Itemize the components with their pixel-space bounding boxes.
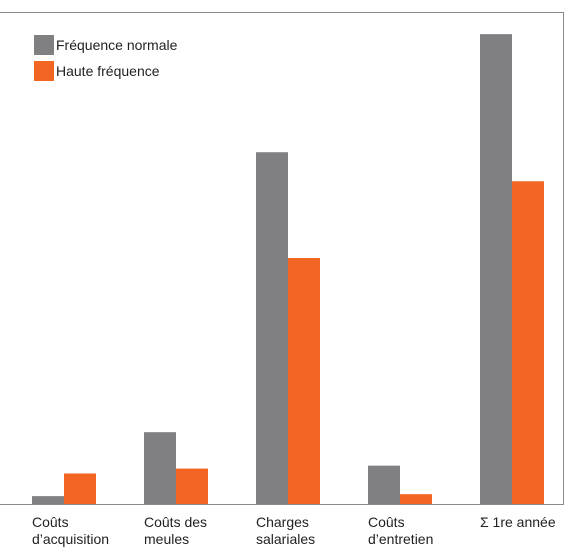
bar-high-total <box>512 181 544 505</box>
legend-label-high: Haute fréquence <box>56 63 160 79</box>
legend-swatch-normal <box>34 35 54 55</box>
bar-normal-total <box>480 34 512 504</box>
x-tick-label-entretien: Coûts d’entretien <box>368 514 434 547</box>
x-tick-label-acquisition: Coûts d’acquisition <box>32 514 110 547</box>
x-tick-label-salariales: Charges salariales <box>256 514 316 547</box>
x-tick-label-total: Σ 1re année <box>480 514 556 530</box>
legend: Fréquence normale Haute fréquence <box>34 32 177 84</box>
bar-normal-meules <box>144 432 176 504</box>
chart-border-top <box>0 12 564 13</box>
bar-high-acquisition <box>64 473 96 504</box>
legend-item-high: Haute fréquence <box>34 58 177 84</box>
legend-item-normal: Fréquence normale <box>34 32 177 58</box>
bar-normal-entretien <box>368 465 400 504</box>
bar-high-entretien <box>400 494 432 504</box>
bar-high-meules <box>176 468 208 504</box>
bar-high-salariales <box>288 258 320 504</box>
legend-label-normal: Fréquence normale <box>56 37 178 53</box>
bar-normal-salariales <box>256 152 288 504</box>
legend-swatch-high <box>34 61 54 81</box>
x-axis-baseline <box>0 504 564 505</box>
x-tick-label-meules: Coûts des meules <box>144 514 208 547</box>
bar-normal-acquisition <box>32 496 64 504</box>
